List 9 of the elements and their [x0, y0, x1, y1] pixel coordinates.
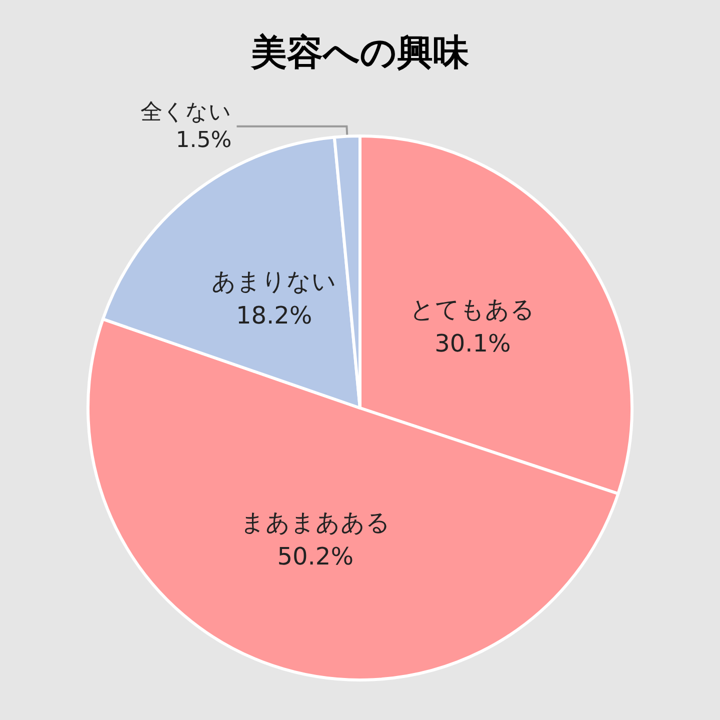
data-label: 18.2%: [236, 302, 312, 330]
chart-title: 美容への興味: [250, 32, 470, 74]
data-label: 1.5%: [176, 128, 232, 153]
data-label: 30.1%: [434, 330, 511, 358]
slice-label: 全くない: [140, 100, 232, 125]
slice-label: とてもある: [410, 296, 536, 324]
data-label: 50.2%: [277, 542, 354, 571]
slice-label: まあまあある: [240, 508, 390, 537]
slice-label: あまりない: [212, 268, 337, 296]
